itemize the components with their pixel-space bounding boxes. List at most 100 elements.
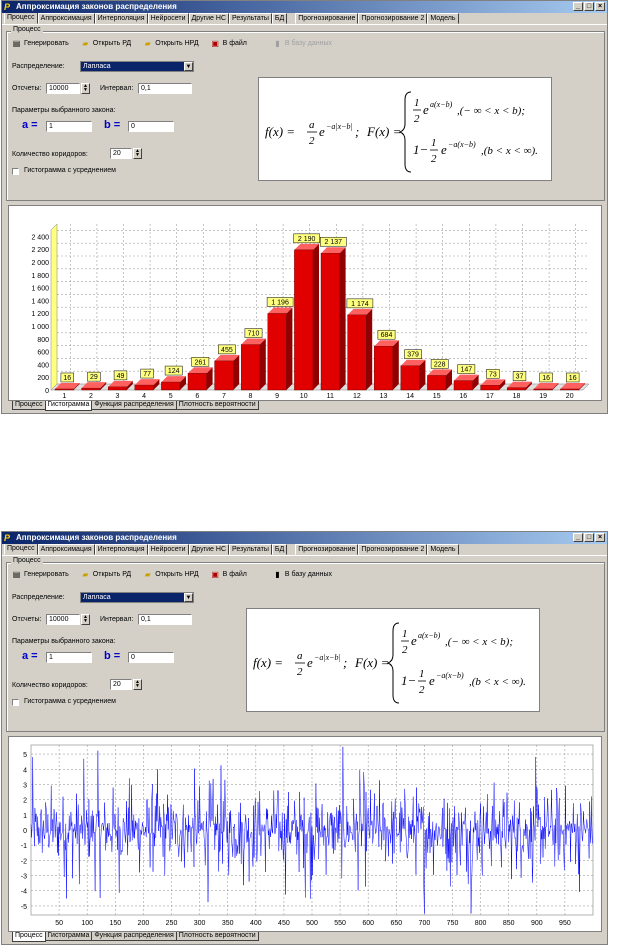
corridors-input[interactable]: 20 xyxy=(110,148,132,159)
bottom-tab-distribution-function[interactable]: Функция распределения xyxy=(91,401,177,410)
y-tick-label: 2 xyxy=(23,798,27,805)
y-tick-label: 1 200 xyxy=(31,311,49,318)
samples-stepper[interactable]: ▲ ▼ xyxy=(81,614,90,625)
x-tick-label: 750 xyxy=(447,920,459,927)
x-tick-label: 11 xyxy=(327,393,334,400)
minimize-button[interactable]: _ xyxy=(573,533,583,542)
data-label-box xyxy=(486,369,500,379)
tab-interpolation[interactable]: Интерполяция xyxy=(94,13,148,24)
to-file-button[interactable]: ▣ В файл xyxy=(211,39,247,48)
samples-input[interactable]: 10000 xyxy=(46,614,80,625)
tab-approximation[interactable]: Аппроксимация xyxy=(37,13,95,24)
svg-text:a: a xyxy=(297,650,303,662)
data-label: 684 xyxy=(381,332,393,339)
tab-neural-networks[interactable]: Нейросети xyxy=(147,544,189,555)
y-tick-label: -1 xyxy=(21,843,27,850)
to-db-button[interactable]: ▮ В базу данных xyxy=(273,570,332,579)
y-tick-label: 1 xyxy=(23,813,27,820)
tab-forecasting[interactable]: Прогнозирование xyxy=(295,13,359,24)
tab-model[interactable]: Модель xyxy=(427,13,459,24)
bottom-tab-process[interactable]: Процесс xyxy=(12,401,46,410)
maximize-button[interactable]: □ xyxy=(584,533,594,542)
histogram-bar xyxy=(373,340,399,391)
minimize-button[interactable]: _ xyxy=(573,2,583,11)
data-label: 77 xyxy=(143,371,151,378)
tab-interpolation[interactable]: Интерполяция xyxy=(94,544,148,555)
bottom-tab-distribution-function[interactable]: Функция распределения xyxy=(91,932,177,941)
open-rd-button[interactable]: ▰ Открыть РД xyxy=(82,39,132,48)
svg-text:a(x−b): a(x−b) xyxy=(430,100,453,109)
x-tick-label: 600 xyxy=(362,920,374,927)
to-file-button[interactable]: ▣ В файл xyxy=(211,570,247,579)
x-tick-label: 3 xyxy=(116,393,120,400)
tab-forecasting-2[interactable]: Прогнозирование 2 xyxy=(358,13,428,24)
param-b-input[interactable]: 0 xyxy=(128,652,174,663)
maximize-button[interactable]: □ xyxy=(584,2,594,11)
histogram-bar xyxy=(134,379,160,391)
open-rd-button[interactable]: ▰ Открыть РД xyxy=(82,570,132,579)
generate-button[interactable]: ▤ Генерировать xyxy=(12,570,69,579)
tab-other-nn[interactable]: Другие НС xyxy=(188,544,229,555)
tab-forecasting-2[interactable]: Прогнозирование 2 xyxy=(358,544,428,555)
open-nrd-button[interactable]: ▰ Открыть НРД xyxy=(144,39,199,48)
open-nrd-button[interactable]: ▰ Открыть НРД xyxy=(144,570,199,579)
y-tick-label: -3 xyxy=(21,874,27,881)
samples-stepper[interactable]: ▲ ▼ xyxy=(81,83,90,94)
svg-text:,(− ∞ < x < b);: ,(− ∞ < x < b); xyxy=(445,636,513,648)
generate-button[interactable]: ▤ Генерировать xyxy=(12,39,69,48)
tab-other-nn[interactable]: Другие НС xyxy=(188,13,229,24)
tab-results[interactable]: Результаты xyxy=(229,13,272,24)
x-tick-label: 200 xyxy=(138,920,150,927)
tab-process[interactable]: Процесс xyxy=(4,543,38,555)
tab-process[interactable]: Процесс xyxy=(4,12,38,24)
save-file-icon: ▣ xyxy=(211,570,219,579)
x-tick-label: 500 xyxy=(306,920,318,927)
bottom-tab-probability-density[interactable]: Плотность вероятности xyxy=(175,932,259,941)
process-panel-1: Процесс ▤ Генерировать ▰ Открыть РД ▰ Откры… xyxy=(2,25,607,413)
svg-text:1: 1 xyxy=(431,137,437,149)
data-label-box xyxy=(164,365,183,376)
distribution-select[interactable]: Лапласа ▼ xyxy=(80,592,194,603)
bottom-tab-histogram[interactable]: Гистограмма xyxy=(44,932,93,941)
samples-input[interactable]: 10000 xyxy=(46,83,80,94)
data-label: 37 xyxy=(516,374,524,381)
tab-db[interactable]: БД xyxy=(271,13,288,24)
group-label: Процесс xyxy=(11,26,43,33)
param-b-label: b = xyxy=(104,119,121,131)
param-a-input[interactable]: 1 xyxy=(46,652,92,663)
param-b-input[interactable]: 0 xyxy=(128,121,174,132)
corridors-label: Количество коридоров: xyxy=(12,151,88,158)
interval-input[interactable]: 0,1 xyxy=(138,83,192,94)
tab-forecasting[interactable]: Прогнозирование xyxy=(295,544,359,555)
tab-db[interactable]: БД xyxy=(271,544,288,555)
histogram-bar xyxy=(267,307,293,391)
x-tick-label: 14 xyxy=(406,393,414,400)
corridors-stepper[interactable]: ▲ ▼ xyxy=(133,148,142,159)
bottom-tab-process[interactable]: Процесс xyxy=(12,932,46,942)
interval-input[interactable]: 0,1 xyxy=(138,614,192,625)
folder-open-icon: ▰ xyxy=(82,570,89,579)
param-a-input[interactable]: 1 xyxy=(46,121,92,132)
histogram-checkbox[interactable] xyxy=(12,168,19,175)
distribution-select[interactable]: Лапласа ▼ xyxy=(80,61,194,72)
x-tick-label: 10 xyxy=(300,393,308,400)
histogram-checkbox[interactable] xyxy=(12,699,19,706)
svg-text:,(b < x < ∞).: ,(b < x < ∞). xyxy=(469,676,526,688)
formula-box-1: f(x) = a 2 e −a|x−b| ; F(x) = 1 2 e a(x−… xyxy=(258,77,552,181)
tab-results[interactable]: Результаты xyxy=(229,544,272,555)
tab-neural-networks[interactable]: Нейросети xyxy=(147,13,189,24)
data-label-box xyxy=(140,368,154,379)
to-db-button[interactable]: ▮ В базу данных xyxy=(273,39,332,48)
corridors-stepper[interactable]: ▲ ▼ xyxy=(133,679,142,690)
close-button[interactable]: × xyxy=(595,533,605,542)
tab-approximation[interactable]: Аппроксимация xyxy=(37,544,95,555)
corridors-input[interactable]: 20 xyxy=(110,679,132,690)
bottom-tab-probability-density[interactable]: Плотность вероятности xyxy=(175,401,259,410)
data-label: 2 137 xyxy=(325,239,343,246)
svg-text:2: 2 xyxy=(419,684,425,696)
bottom-tab-histogram[interactable]: Гистограмма xyxy=(44,401,93,411)
close-button[interactable]: × xyxy=(595,2,605,11)
formula-F-lhs: F(x) = xyxy=(366,124,401,139)
tab-model[interactable]: Модель xyxy=(427,544,459,555)
svg-text:2: 2 xyxy=(402,644,408,656)
